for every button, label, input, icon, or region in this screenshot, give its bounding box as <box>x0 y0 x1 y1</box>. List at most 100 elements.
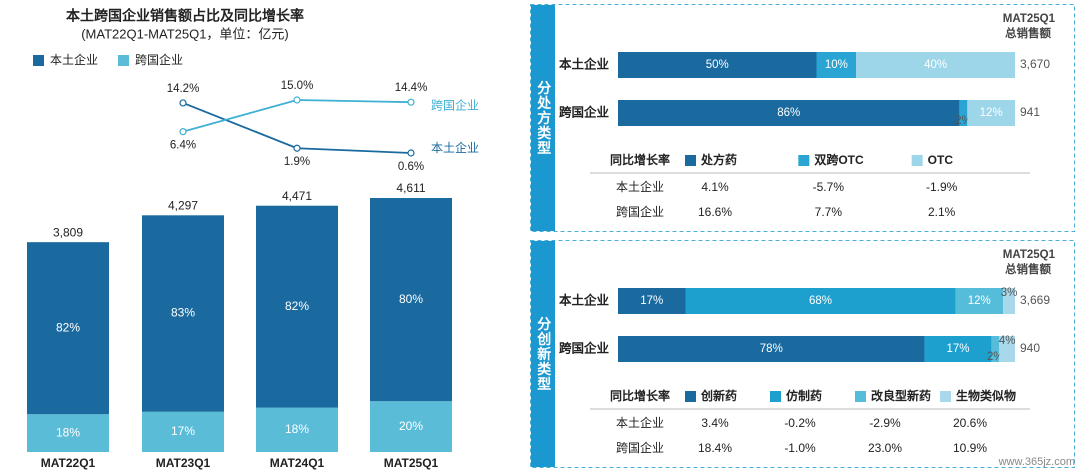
bar-value-label: 82% <box>285 299 309 313</box>
bar-segment <box>955 288 1004 314</box>
bar-total-label: 4,297 <box>168 198 198 212</box>
bar-segment <box>618 336 925 362</box>
line-point <box>407 98 415 106</box>
total-header: MAT25Q1 <box>1003 13 1056 25</box>
bar-value-label: 17% <box>171 424 195 438</box>
chart-subtitle: (MAT22Q1-MAT25Q1，单位：亿元) <box>81 26 289 41</box>
table-cell: 18.4% <box>698 441 732 455</box>
bar-segment <box>967 100 1015 126</box>
line-value-label: 1.9% <box>284 156 310 168</box>
panel-border <box>530 4 1075 232</box>
table-cell: -1.0% <box>784 441 816 455</box>
bar-segment <box>685 288 956 314</box>
bar-segment <box>856 52 1015 78</box>
bar-segment <box>959 100 968 126</box>
x-tick-label: MAT23Q1 <box>156 456 211 470</box>
line-point <box>293 144 301 152</box>
bar-value-label: 86% <box>777 107 800 119</box>
table-row-label: 跨国企业 <box>616 440 664 455</box>
bar-value-label: 78% <box>760 343 783 355</box>
bar-value-label: 18% <box>56 425 80 439</box>
legend-swatch <box>855 391 866 402</box>
table-cell: 20.6% <box>953 416 987 430</box>
table-column-label: 双跨OTC <box>814 153 864 167</box>
bar-segment <box>256 407 338 452</box>
table-cell: 23.0% <box>868 441 902 455</box>
x-tick-label: MAT22Q1 <box>41 456 96 470</box>
table-header: 同比增长率 <box>610 388 670 403</box>
legend-swatch <box>940 391 951 402</box>
table-column-label: OTC <box>928 153 954 167</box>
bar-value-label: 50% <box>706 59 729 71</box>
chart-title: 本土跨国企业销售额占比及同比增长率 <box>66 8 304 24</box>
bar-value-label: 4% <box>999 335 1016 347</box>
table-column-label: 改良型新药 <box>871 388 931 403</box>
line-value-label: 6.4% <box>170 140 196 152</box>
table-cell: 4.1% <box>701 180 729 194</box>
bar-segment <box>142 411 224 452</box>
legend-swatch <box>770 391 781 402</box>
bar-segment <box>618 288 686 314</box>
bar-segment <box>618 100 960 126</box>
legend-swatch <box>911 155 923 166</box>
bar-total-label: 3,809 <box>53 225 83 239</box>
bar-value-label: 3% <box>1001 287 1018 299</box>
table-column-label: 生物类似物 <box>956 388 1016 403</box>
table-row-label: 本土企业 <box>616 415 664 430</box>
table-cell: -5.7% <box>813 180 845 194</box>
total-subheader: 总销售额 <box>1005 262 1051 276</box>
bar-segment <box>991 336 1000 362</box>
watermark: www.365jz.com <box>998 456 1075 468</box>
table-cell: 2.1% <box>928 205 956 219</box>
panel-strip <box>531 5 555 231</box>
table-column-label: 仿制药 <box>786 388 822 403</box>
legend-swatch <box>33 55 44 66</box>
bar-value-label: 68% <box>809 295 832 307</box>
bar-total-label: 4,471 <box>282 189 312 203</box>
category-label: 本土企业 <box>559 292 610 307</box>
category-label: 跨国企业 <box>559 104 610 119</box>
bar-segment <box>256 205 338 408</box>
bar-value-label: 40% <box>924 59 947 71</box>
bar-segment <box>27 414 109 452</box>
bar-segment <box>924 336 992 362</box>
panel-title: 分创新类型 <box>536 317 552 392</box>
bar-value-label: 20% <box>399 419 423 433</box>
line-end-label: 本土企业 <box>431 140 479 155</box>
bar-value-label: 12% <box>968 295 991 307</box>
bar-segment <box>816 52 857 78</box>
legend-label: 本土企业 <box>50 52 98 67</box>
table-column-label: 创新药 <box>700 388 737 403</box>
line-value-label: 0.6% <box>398 161 424 173</box>
legend-swatch <box>118 55 129 66</box>
bar-value-label: 17% <box>946 343 969 355</box>
total-label: 3,669 <box>1020 293 1050 307</box>
legend-swatch <box>685 155 696 166</box>
line-end-label: 跨国企业 <box>431 97 479 112</box>
bar-segment <box>370 198 452 402</box>
table-cell: -0.2% <box>784 416 816 430</box>
line-point <box>179 99 187 107</box>
line-point <box>293 96 301 104</box>
line-point <box>407 149 415 157</box>
total-subheader: 总销售额 <box>1005 26 1051 40</box>
bar-value-label: 83% <box>171 306 195 320</box>
bar-value-label: 12% <box>980 107 1003 119</box>
table-header: 同比增长率 <box>610 152 670 167</box>
bar-segment <box>370 401 452 452</box>
x-tick-label: MAT24Q1 <box>270 456 325 470</box>
table-row-label: 本土企业 <box>616 179 664 194</box>
total-label: 3,670 <box>1020 57 1050 71</box>
table-cell: 7.7% <box>815 205 843 219</box>
table-cell: 3.4% <box>701 416 729 430</box>
legend-label: 跨国企业 <box>135 52 183 67</box>
bar-value-label: 10% <box>825 59 848 71</box>
total-label: 940 <box>1020 341 1040 355</box>
legend-swatch <box>798 155 810 166</box>
panel-strip <box>531 241 555 467</box>
bar-segment <box>618 52 817 78</box>
table-cell: -2.9% <box>869 416 901 430</box>
line-value-label: 15.0% <box>281 80 314 92</box>
